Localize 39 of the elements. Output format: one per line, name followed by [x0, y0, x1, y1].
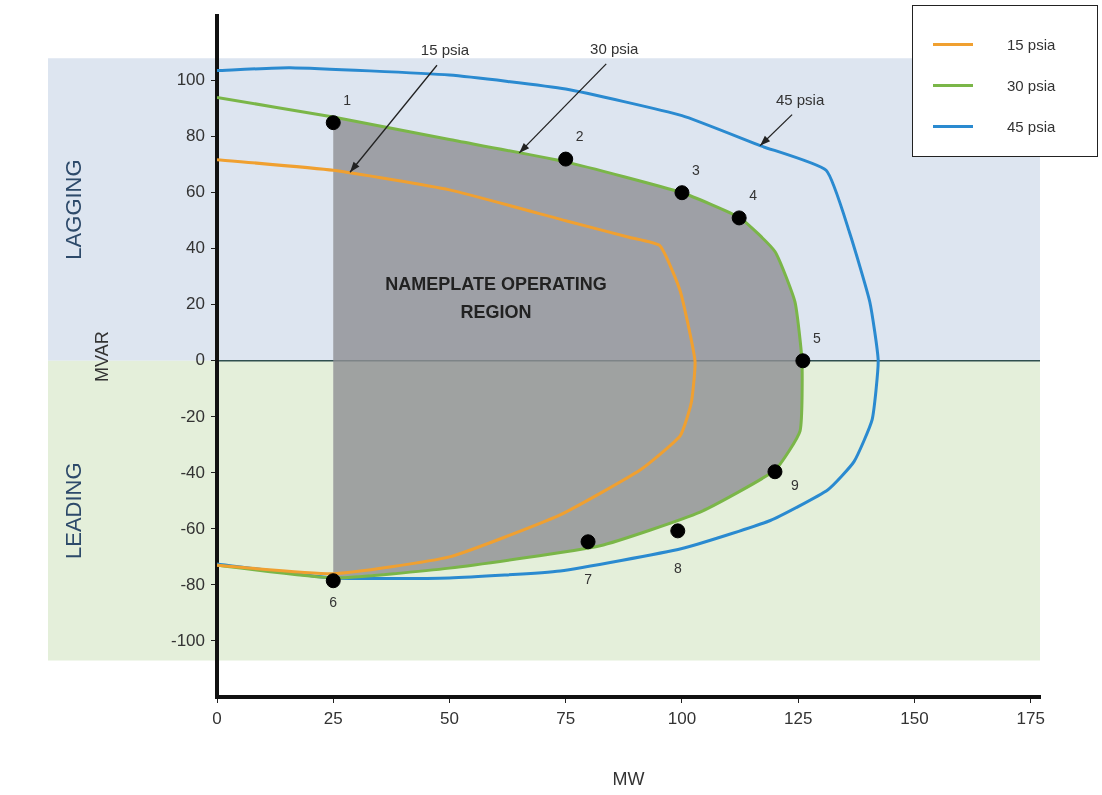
y-tick-label: -20 — [180, 406, 205, 426]
y-tick-label: 100 — [176, 70, 205, 90]
annotation: NAMEPLATE OPERATING REGION — [385, 274, 607, 323]
y-tick-label: 60 — [186, 182, 205, 202]
band-label: LEADING — [61, 462, 87, 559]
x-tick-label: 25 — [323, 708, 343, 728]
annotation: 45 psia — [775, 90, 825, 108]
legend-label: 15 psia — [1007, 36, 1056, 53]
x-tick-label: 150 — [900, 708, 929, 728]
annotation: 4 — [749, 186, 758, 203]
x-tick-label: 175 — [1016, 708, 1045, 728]
x-tick-label: 0 — [212, 708, 222, 728]
annotation: 1 — [343, 91, 352, 108]
y-tick-label: -60 — [180, 518, 205, 538]
y-tick-label: -40 — [180, 462, 205, 482]
annotation: 9 — [791, 476, 800, 493]
annotation: 6 — [329, 593, 338, 610]
annotation: 15 psia — [420, 41, 470, 59]
annotation: 30 psia — [590, 40, 640, 58]
annotation: 8 — [673, 559, 682, 576]
x-tick-label: 75 — [556, 708, 576, 728]
y-tick-label: 40 — [186, 238, 205, 258]
annotation: 3 — [692, 161, 701, 178]
legend-label: 45 psia — [1007, 118, 1056, 135]
band-label: LAGGING — [61, 159, 87, 260]
y-tick-label: 0 — [195, 350, 205, 370]
y-tick-label: -100 — [170, 630, 205, 650]
y-tick-label: 20 — [186, 294, 205, 314]
annotation: 5 — [812, 329, 821, 346]
x-tick-label: 50 — [440, 708, 459, 728]
x-tick-label: 125 — [784, 708, 813, 728]
x-axis-title: MW — [612, 769, 645, 790]
y-tick-label: 80 — [186, 126, 205, 146]
y-axis-title: MVAR — [91, 331, 112, 382]
x-tick-label: 100 — [667, 708, 697, 728]
annotation: 2 — [575, 127, 584, 144]
annotation: 7 — [584, 570, 593, 587]
y-tick-label: -80 — [180, 574, 205, 594]
legend-label: 30 psia — [1007, 77, 1056, 94]
